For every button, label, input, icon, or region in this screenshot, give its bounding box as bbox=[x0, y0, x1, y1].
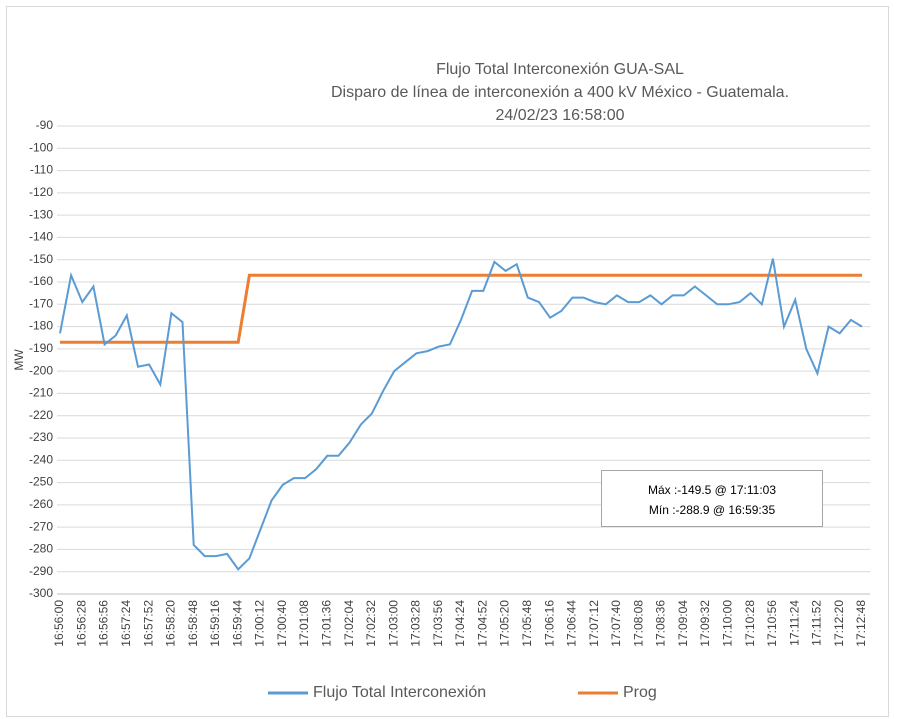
x-tick-label: 17:00:40 bbox=[275, 600, 289, 647]
x-tick-label: 16:57:52 bbox=[141, 600, 155, 647]
x-tick-label: 16:56:00 bbox=[52, 600, 66, 647]
chart-title: Flujo Total Interconexión GUA-SAL bbox=[436, 61, 684, 78]
x-tick-label: 17:10:28 bbox=[743, 600, 757, 647]
annotation-text: Mín :-288.9 @ 16:59:35 bbox=[649, 503, 776, 517]
y-tick-label: -300 bbox=[29, 586, 53, 600]
x-tick-label: 17:00:12 bbox=[253, 600, 267, 647]
x-tick-label: 17:01:08 bbox=[297, 600, 311, 647]
x-tick-label: 17:10:56 bbox=[765, 600, 779, 647]
x-tick-label: 17:12:48 bbox=[854, 600, 868, 647]
y-tick-label: -90 bbox=[36, 118, 54, 132]
y-tick-label: -220 bbox=[29, 408, 53, 422]
y-tick-label: -240 bbox=[29, 452, 53, 466]
x-tick-label: 16:58:48 bbox=[186, 600, 200, 647]
y-tick-label: -130 bbox=[29, 207, 53, 221]
y-tick-label: -250 bbox=[29, 475, 53, 489]
x-tick-label: 17:03:56 bbox=[431, 600, 445, 647]
y-tick-label: -170 bbox=[29, 296, 53, 310]
y-tick-label: -180 bbox=[29, 319, 53, 333]
chart-date: 24/02/23 16:58:00 bbox=[495, 107, 624, 124]
annotation-text: Máx :-149.5 @ 17:11:03 bbox=[648, 483, 776, 497]
y-tick-label: -280 bbox=[29, 542, 53, 556]
x-tick-label: 17:12:20 bbox=[832, 600, 846, 647]
y-tick-label: -100 bbox=[29, 140, 53, 154]
y-tick-label: -150 bbox=[29, 252, 53, 266]
legend-label: Flujo Total Interconexión bbox=[313, 684, 486, 701]
x-tick-label: 17:01:36 bbox=[320, 600, 334, 647]
y-tick-label: -160 bbox=[29, 274, 53, 288]
annotation-box bbox=[601, 470, 823, 527]
y-tick-label: -270 bbox=[29, 519, 53, 533]
x-tick-label: 17:09:04 bbox=[676, 600, 690, 647]
y-tick-label: -120 bbox=[29, 185, 53, 199]
x-tick-label: 17:09:32 bbox=[698, 600, 712, 647]
x-tick-label: 16:56:56 bbox=[97, 600, 111, 647]
x-tick-label: 17:07:40 bbox=[609, 600, 623, 647]
y-tick-label: -290 bbox=[29, 564, 53, 578]
x-tick-label: 17:08:36 bbox=[654, 600, 668, 647]
x-tick-label: 16:56:28 bbox=[74, 600, 88, 647]
x-tick-label: 16:57:24 bbox=[119, 600, 133, 647]
x-tick-label: 17:03:00 bbox=[386, 600, 400, 647]
chart-subtitle: Disparo de línea de interconexión a 400 … bbox=[331, 84, 789, 101]
y-tick-label: -230 bbox=[29, 430, 53, 444]
x-tick-label: 17:08:08 bbox=[631, 600, 645, 647]
x-tick-label: 17:04:24 bbox=[453, 600, 467, 647]
x-tick-label: 17:04:52 bbox=[475, 600, 489, 647]
x-tick-label: 16:59:16 bbox=[208, 600, 222, 647]
y-axis-label: MW bbox=[12, 349, 26, 371]
y-tick-label: -200 bbox=[29, 363, 53, 377]
x-tick-label: 17:07:12 bbox=[587, 600, 601, 647]
x-tick-label: 17:10:00 bbox=[721, 600, 735, 647]
x-tick-label: 16:58:20 bbox=[164, 600, 178, 647]
x-tick-label: 17:11:52 bbox=[810, 600, 824, 646]
x-tick-label: 17:06:16 bbox=[542, 600, 556, 647]
y-tick-label: -110 bbox=[30, 163, 53, 177]
series-line bbox=[59, 258, 863, 571]
y-tick-label: -190 bbox=[29, 341, 53, 355]
x-tick-label: 17:03:28 bbox=[409, 600, 423, 647]
y-tick-label: -140 bbox=[29, 230, 53, 244]
chart-border bbox=[6, 6, 889, 717]
x-tick-label: 17:11:24 bbox=[787, 600, 801, 646]
series-line bbox=[60, 273, 862, 344]
x-tick-label: 17:02:04 bbox=[342, 600, 356, 647]
x-tick-label: 16:59:44 bbox=[230, 600, 244, 647]
y-tick-label: -260 bbox=[29, 497, 53, 511]
x-tick-label: 17:06:44 bbox=[565, 600, 579, 647]
x-tick-label: 17:05:20 bbox=[498, 600, 512, 647]
y-tick-label: -210 bbox=[29, 386, 53, 400]
x-tick-label: 17:05:48 bbox=[520, 600, 534, 647]
x-tick-label: 17:02:32 bbox=[364, 600, 378, 647]
legend-label: Prog bbox=[623, 684, 657, 701]
